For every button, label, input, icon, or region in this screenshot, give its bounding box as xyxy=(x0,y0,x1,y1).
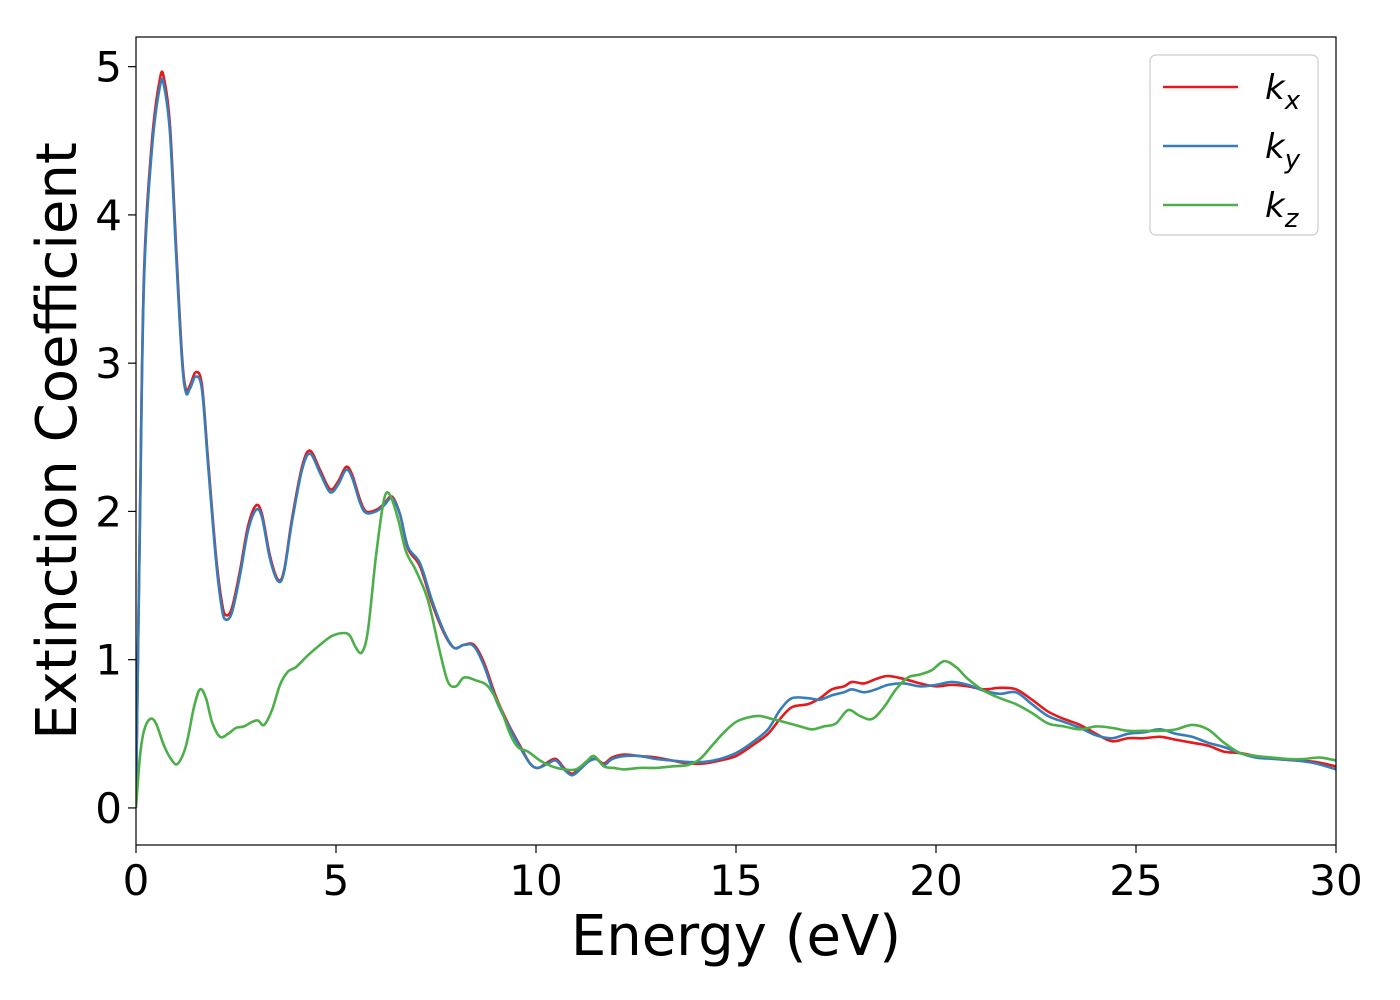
y-axis: 0 1 2 3 4 5 xyxy=(95,43,136,833)
x-axis: 0 5 10 15 20 25 30 xyxy=(123,845,1363,905)
legend-label-base: k xyxy=(1265,186,1286,226)
legend-label-base: k xyxy=(1265,127,1286,167)
legend-label-kz: kz xyxy=(1265,186,1300,234)
x-tick-label: 20 xyxy=(909,856,962,905)
legend-label-base: k xyxy=(1265,68,1286,108)
legend-label-subscript: y xyxy=(1284,145,1301,175)
plot-area xyxy=(136,37,1336,845)
y-tick-label: 1 xyxy=(95,636,122,685)
series-line-kz xyxy=(136,491,1336,809)
x-tick-label: 5 xyxy=(323,856,350,905)
series-layer xyxy=(136,70,1336,809)
y-tick-label: 0 xyxy=(95,784,122,833)
y-tick-label: 5 xyxy=(95,43,122,92)
x-tick-label: 10 xyxy=(509,856,562,905)
legend-label-kx: kx xyxy=(1265,68,1301,116)
x-axis-title: Energy (eV) xyxy=(571,904,901,969)
y-tick-label: 2 xyxy=(95,487,122,536)
y-tick-label: 4 xyxy=(95,191,122,240)
x-tick-label: 30 xyxy=(1309,856,1362,905)
x-tick-label: 0 xyxy=(123,856,150,905)
y-tick-label: 3 xyxy=(95,339,122,388)
x-tick-label: 15 xyxy=(709,856,762,905)
legend-label-subscript: z xyxy=(1284,204,1300,234)
legend-label-ky: ky xyxy=(1265,127,1301,175)
y-axis-title: Extinction Coefficient xyxy=(25,142,90,740)
x-tick-label: 25 xyxy=(1109,856,1162,905)
legend-label-subscript: x xyxy=(1284,86,1301,116)
